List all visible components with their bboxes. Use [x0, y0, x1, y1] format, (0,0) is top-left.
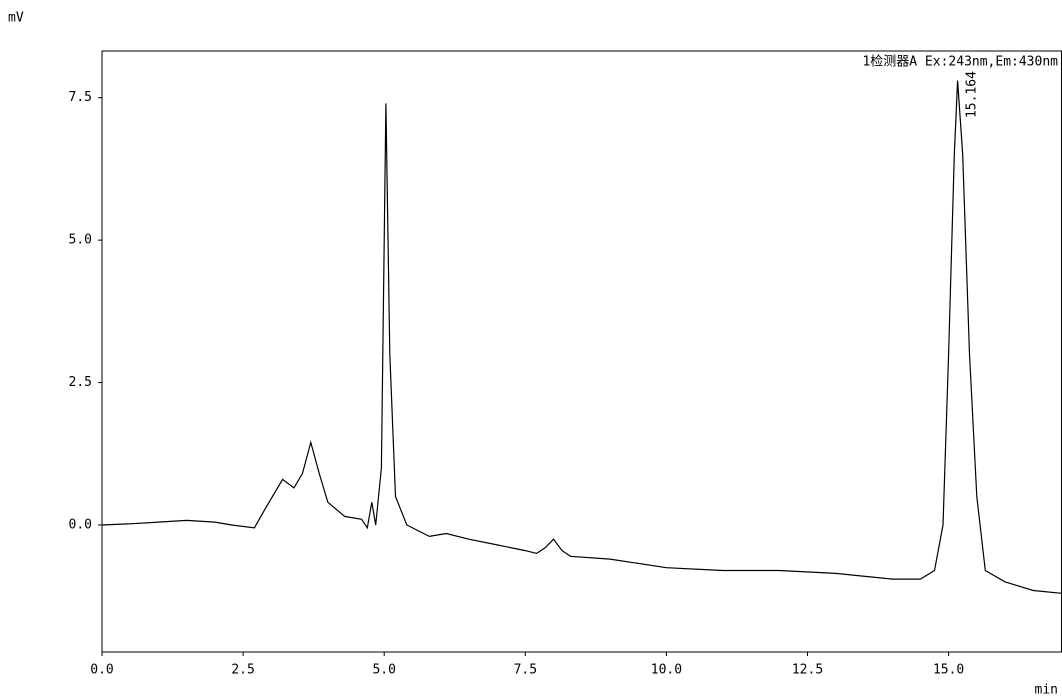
peak-label: 15.164	[964, 71, 979, 118]
chromatogram-trace	[101, 80, 1062, 594]
x-axis-label: min	[1035, 683, 1058, 698]
detector-label: 1检测器A Ex:243nm,Em:430nm	[862, 55, 1058, 70]
x-tick-label: 5.0	[372, 663, 395, 678]
y-tick-label: 7.5	[69, 90, 92, 105]
x-tick-label: 12.5	[792, 663, 823, 678]
x-tick-label: 2.5	[231, 663, 254, 678]
y-tick-label: 2.5	[69, 375, 92, 390]
x-tick-label: 0.0	[90, 663, 113, 678]
y-tick-label: 5.0	[69, 233, 92, 248]
plot-frame	[101, 50, 1062, 653]
x-tick-label: 10.0	[651, 663, 682, 678]
y-tick-label: 0.0	[69, 517, 92, 532]
y-axis-label: mV	[8, 11, 24, 26]
x-tick-label: 7.5	[514, 663, 537, 678]
x-tick-label: 15.0	[933, 663, 964, 678]
